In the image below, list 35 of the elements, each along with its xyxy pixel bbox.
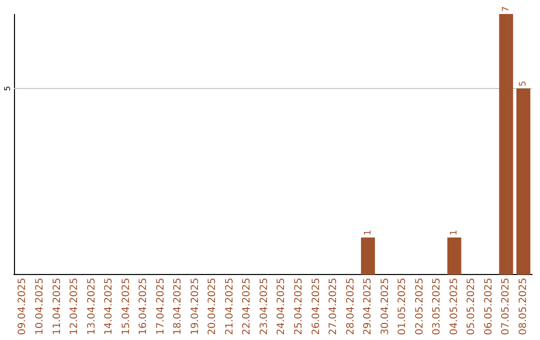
x-tick-label: 10.04.2025 — [34, 278, 46, 336]
x-tick-label: 20.04.2025 — [207, 278, 218, 336]
x-tick-label: 04.05.2025 — [448, 278, 460, 336]
x-tick-label: 17.04.2025 — [155, 278, 166, 336]
x-tick-label: 15.04.2025 — [120, 278, 132, 336]
x-tick-label: 03.05.2025 — [432, 278, 443, 336]
x-tick-label: 11.04.2025 — [52, 278, 63, 336]
x-tick-label: 29.04.2025 — [362, 278, 374, 336]
x-tick-label: 23.04.2025 — [258, 278, 270, 336]
x-tick-label: 02.05.2025 — [414, 278, 426, 336]
data-label: 7 — [501, 6, 512, 12]
x-tick-label: 01.05.2025 — [397, 278, 408, 336]
x-tick-label: 27.04.2025 — [328, 278, 340, 336]
x-tick-label: 07.05.2025 — [500, 278, 512, 336]
x-tick-label: 30.04.2025 — [380, 278, 391, 336]
x-tick-label: 05.05.2025 — [466, 278, 478, 336]
x-tick-label: 09.04.2025 — [17, 278, 28, 336]
x-tick-label: 26.04.2025 — [310, 278, 322, 336]
data-label: 1 — [450, 230, 460, 236]
data-label: 5 — [518, 80, 529, 86]
x-tick-label: 28.04.2025 — [345, 278, 356, 336]
x-tick-label: 13.04.2025 — [86, 278, 98, 336]
x-tick-label: 24.04.2025 — [276, 278, 288, 336]
x-tick-label: 08.05.2025 — [518, 278, 529, 336]
x-tick-label: 16.04.2025 — [138, 278, 150, 336]
x-tick-label: 12.04.2025 — [69, 278, 80, 336]
x-tick-label: 14.04.2025 — [104, 278, 115, 336]
ref-line-label: 5 — [3, 86, 12, 92]
x-tick-label: 21.04.2025 — [224, 278, 236, 336]
x-tick-label: 19.04.2025 — [190, 278, 201, 336]
x-tick-label: 18.04.2025 — [172, 278, 184, 336]
x-tick-label: 25.04.2025 — [293, 278, 304, 336]
x-tick-label: 22.04.2025 — [242, 278, 253, 336]
data-label: 1 — [363, 230, 374, 236]
x-tick-label: 06.05.2025 — [483, 278, 494, 336]
